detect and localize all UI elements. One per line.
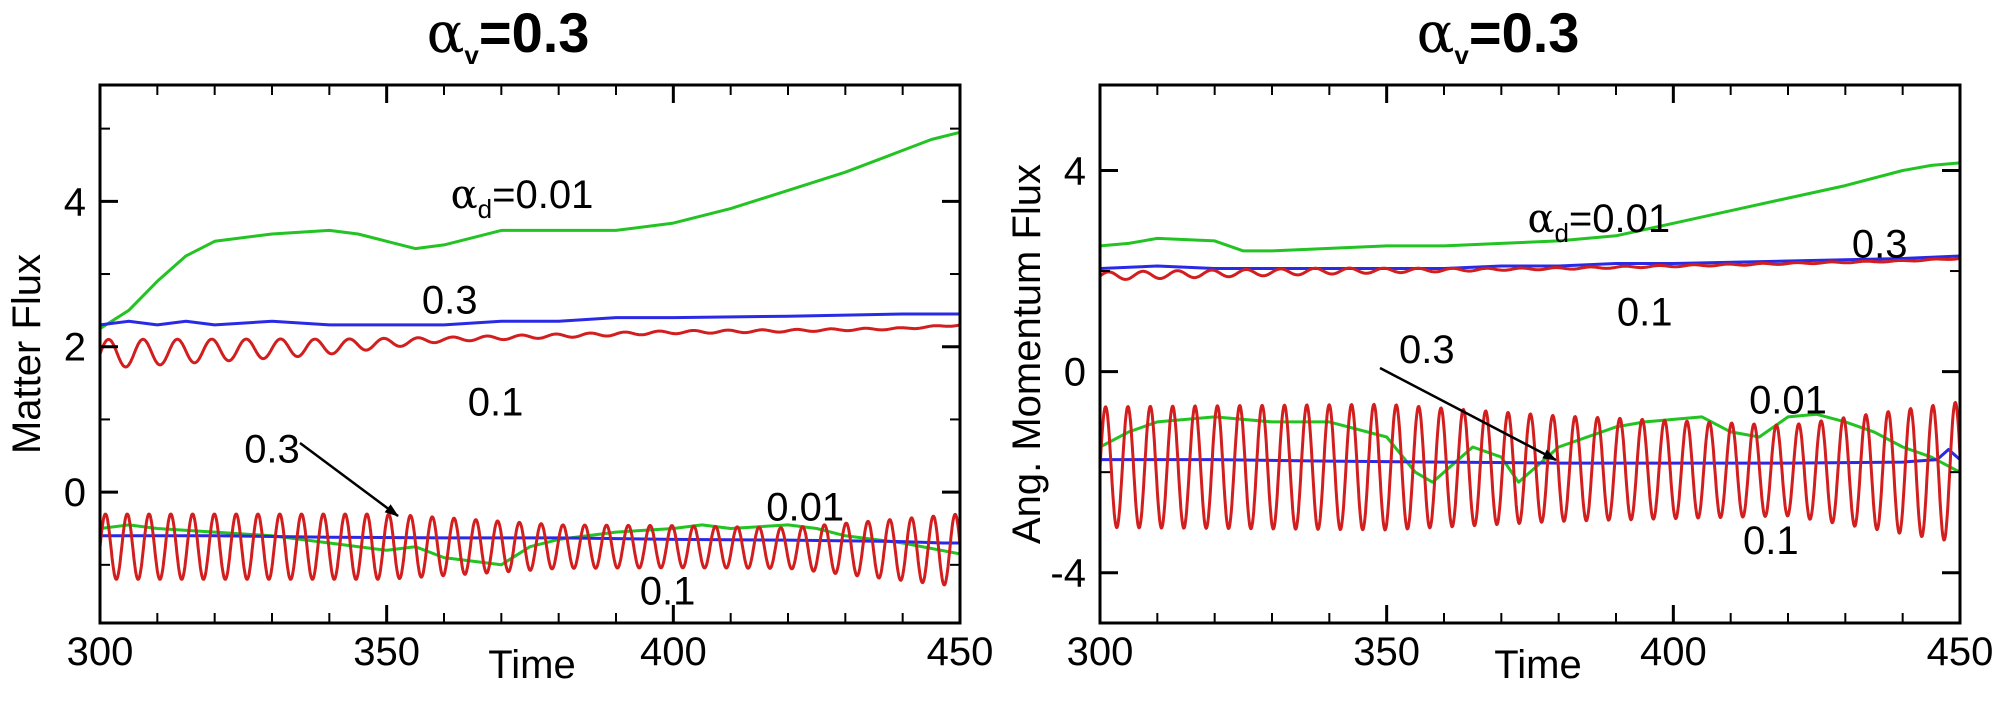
annotation-value: =0.01 [492, 173, 593, 217]
annotation-symbol: α [1527, 196, 1554, 242]
series-layer [1100, 161, 1960, 542]
y-tick-label: 4 [1064, 149, 1086, 193]
annotation-subscript: d [478, 194, 492, 224]
annotation-arrow [299, 441, 399, 518]
annotation-red-bottom: 0.1 [640, 569, 696, 613]
series-line-blue-1 [100, 312, 960, 327]
annotation-arrow [1379, 366, 1557, 462]
annotation-layer: αd=0.01 0.3 0.1 0.3 0.01 0.1 [1379, 196, 1908, 563]
y-tick-label: 4 [64, 180, 86, 224]
annotation-red-top: 0.1 [1617, 290, 1673, 334]
tick-layer: 300 350 400 450 0 2 4 [64, 85, 994, 674]
y-axis-label: Ang. Momentum Flux [1005, 164, 1049, 544]
x-tick-label: 350 [1353, 630, 1420, 674]
annotation-red-bottom: 0.1 [1743, 519, 1799, 563]
title-subscript: v [1454, 40, 1469, 70]
series-line-green-3 [1100, 412, 1960, 484]
annotation-arrow-label: 0.3 [1399, 328, 1455, 372]
annotation-arrow-label: 0.3 [244, 428, 300, 472]
annotation-green-bottom: 0.01 [766, 486, 844, 530]
y-tick-label: -4 [1050, 552, 1086, 596]
x-tick-label: 400 [1640, 630, 1707, 674]
annotation-green-top: αd=0.01 [1527, 196, 1670, 248]
y-tick-label: 0 [1064, 351, 1086, 395]
annotation-blue-top: 0.3 [422, 279, 478, 323]
y-tick-label: 0 [64, 471, 86, 515]
x-tick-label: 400 [640, 630, 707, 674]
annotation-layer: αd=0.01 0.3 0.1 0.3 0.01 0.1 [244, 172, 844, 613]
panel-title: αv=0.3 [1417, 1, 1580, 70]
annotation-green-top: αd=0.01 [451, 172, 594, 224]
y-axis-label: Matter Flux [5, 254, 49, 454]
series-line-green-3 [100, 523, 960, 567]
title-value: =0.3 [479, 1, 590, 64]
x-axis-label: Time [1494, 643, 1581, 687]
annotation-symbol: α [451, 172, 478, 218]
x-tick-label: 450 [1927, 630, 1994, 674]
annotation-red-top: 0.1 [468, 380, 524, 424]
annotation-blue-top: 0.3 [1852, 222, 1908, 266]
panel-title: αv=0.3 [427, 1, 590, 70]
annotation-green-bottom: 0.01 [1749, 378, 1827, 422]
title-value: =0.3 [1469, 1, 1580, 64]
annotation-value: =0.01 [1569, 197, 1670, 241]
title-symbol: α [427, 1, 465, 66]
x-tick-label: 350 [353, 630, 420, 674]
series-line-blue-4 [1100, 448, 1960, 465]
x-axis-label: Time [488, 643, 575, 687]
annotation-subscript: d [1554, 218, 1568, 248]
plot-frame [1098, 83, 1962, 625]
series-line-red-5 [1100, 401, 1960, 542]
series-line-red-2 [1100, 257, 1960, 281]
tick-layer: 300 350 400 450 -4 0 4 [1050, 85, 1993, 674]
plot-frame [98, 83, 962, 625]
series-line-green-0 [1100, 161, 1960, 253]
title-symbol: α [1417, 1, 1455, 66]
title-subscript: v [464, 40, 479, 70]
series-line-red-2 [100, 323, 960, 369]
series-line-blue-4 [100, 534, 960, 545]
series-line-green-0 [100, 130, 960, 330]
series-line-red-5 [100, 512, 960, 587]
y-tick-label: 2 [64, 326, 86, 370]
x-tick-label: 300 [1067, 630, 1134, 674]
x-tick-label: 300 [67, 630, 134, 674]
series-layer [100, 130, 960, 587]
x-tick-label: 450 [927, 630, 994, 674]
ang-momentum-flux-panel: αv=0.3 300 350 400 450-404 Ang. Momentum Fl… [1005, 1, 1993, 687]
series-line-blue-1 [1100, 254, 1960, 270]
